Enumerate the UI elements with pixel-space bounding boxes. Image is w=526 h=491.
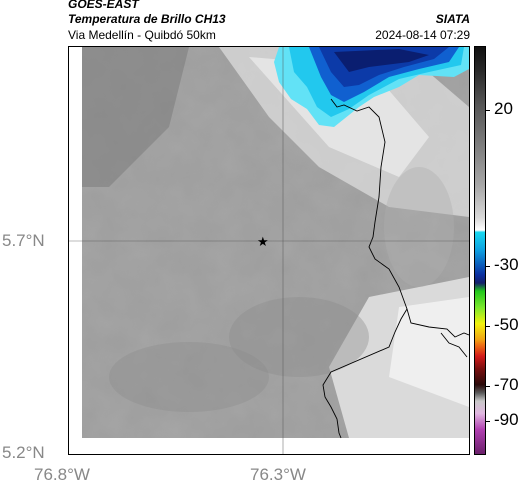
y-tick-label-5-7: 5.7°N — [2, 231, 45, 250]
colorbar-label-minus30: -30 — [494, 255, 519, 274]
timestamp-label: 2024-08-14 07:29 — [375, 28, 470, 42]
cold-cloud-tops — [274, 47, 469, 127]
colorbar-tick-minus50 — [486, 326, 490, 327]
border-line — [330, 98, 469, 338]
x-tick-label-76-3: 76.3°W — [250, 465, 306, 484]
map-image: ★ — [69, 47, 469, 454]
title-satellite: GOES-EAST — [68, 0, 139, 11]
x-tick-label-76-8: 76.8°W — [34, 465, 90, 484]
star-marker: ★ — [257, 235, 269, 250]
y-tick-label-5-2: 5.2°N — [2, 443, 45, 462]
colorbar-tick-minus70 — [486, 386, 490, 387]
colorbar-tick-minus90 — [486, 421, 490, 422]
title-product: Temperatura de Brillo CH13 — [68, 12, 226, 26]
brightness-field — [82, 47, 469, 438]
colorbar-label-20: 20 — [494, 99, 513, 118]
colorbar-tick-minus30 — [486, 266, 490, 267]
map-panel[interactable]: ★ — [68, 46, 470, 455]
colorbar — [474, 46, 486, 455]
colorbar-label-minus50: -50 — [494, 315, 519, 334]
colorbar-label-minus90: -90 — [494, 410, 519, 429]
colorbar-tick-20 — [486, 110, 490, 111]
colorbar-label-minus70: -70 — [494, 375, 519, 394]
river-line — [322, 308, 408, 439]
subtitle-route: Via Medellín - Quibdó 50km — [68, 28, 216, 42]
organization-label: SIATA — [435, 12, 470, 26]
